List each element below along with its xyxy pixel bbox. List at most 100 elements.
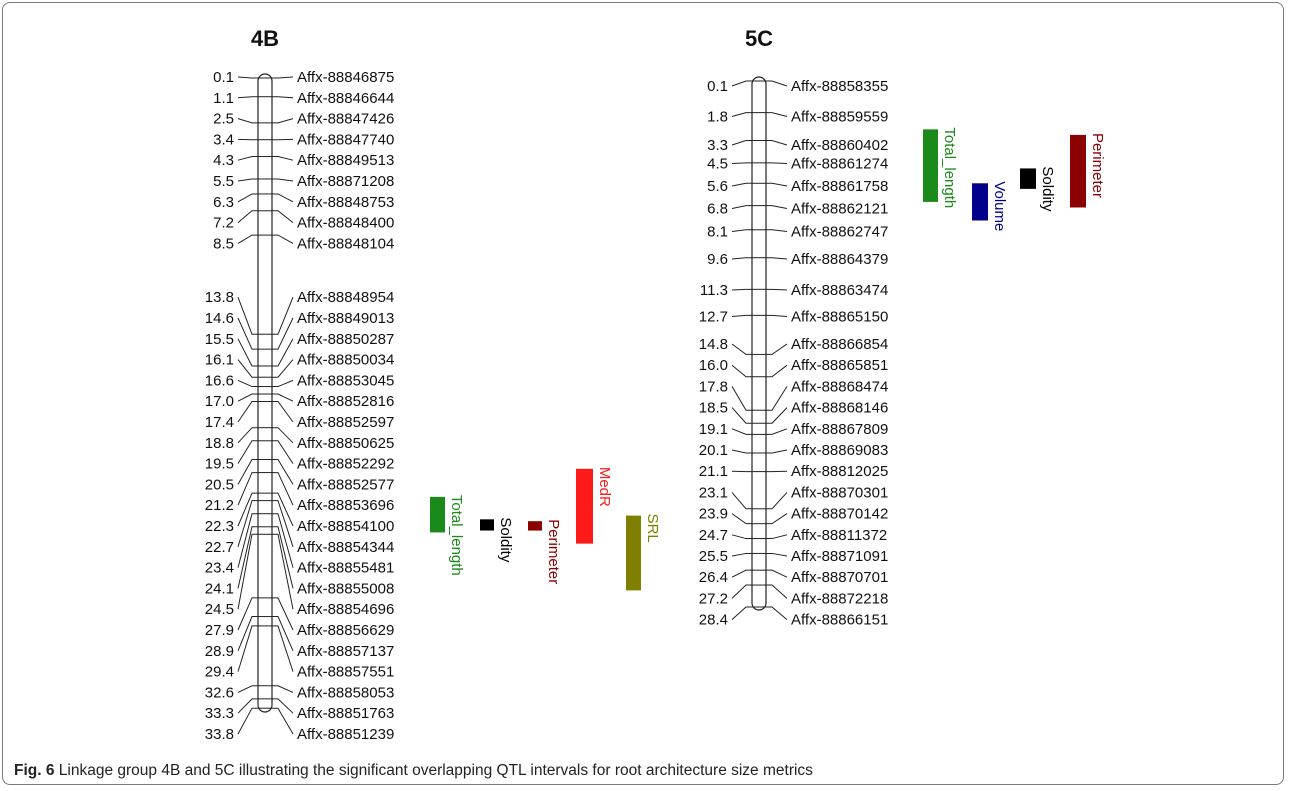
position-connector: [237, 234, 258, 244]
marker-name-label: Affx-88847426: [297, 111, 394, 128]
chromosome-bar: [257, 73, 273, 713]
marker-position-label: 4.5: [707, 156, 728, 173]
marker-position-label: 9.6: [707, 251, 728, 268]
marker-position-label: 22.7: [205, 539, 234, 556]
position-connector: [237, 359, 258, 378]
marker-name-label: Affx-88850625: [297, 435, 394, 452]
marker-position-label: 3.4: [213, 131, 234, 148]
marker-name-label: Affx-88812025: [791, 463, 888, 480]
marker-name-label: Affx-88854696: [297, 601, 394, 618]
position-connector: [731, 407, 752, 424]
position-connector: [237, 338, 258, 367]
position-connector: [237, 379, 258, 388]
qtl-label-volume: Volume: [991, 181, 1008, 231]
marker-name-label: Affx-88870301: [791, 484, 888, 501]
position-connector: [731, 513, 752, 525]
position-connector: [237, 178, 258, 182]
marker-position-label: 21.2: [205, 497, 234, 514]
marker-connector: [766, 606, 788, 620]
marker-position-label: 27.2: [699, 590, 728, 607]
marker-name-label: Affx-88852577: [297, 476, 394, 493]
position-connector: [731, 386, 752, 411]
marker-connector: [272, 533, 294, 610]
marker-connector: [272, 492, 294, 527]
marker-name-label: Affx-88848400: [297, 215, 394, 232]
marker-position-label: 14.8: [699, 336, 728, 353]
marker-name-label: Affx-88854344: [297, 539, 394, 556]
marker-position-label: 3.3: [707, 137, 728, 154]
marker-position-label: 13.8: [205, 289, 234, 306]
marker-position-label: 28.9: [205, 643, 234, 660]
marker-connector: [766, 343, 788, 355]
marker-position-label: 19.1: [699, 421, 728, 438]
marker-connector: [766, 386, 788, 411]
marker-position-label: 16.0: [699, 357, 728, 374]
marker-name-label: Affx-88865150: [791, 309, 888, 326]
position-connector: [237, 472, 258, 506]
caption-label: Fig. 6: [14, 762, 55, 779]
marker-name-label: Affx-88870701: [791, 569, 888, 586]
marker-position-label: 0.1: [213, 69, 234, 86]
marker-position-label: 0.1: [707, 78, 728, 95]
marker-position-label: 1.1: [213, 90, 234, 107]
marker-name-label: Affx-88857137: [297, 643, 394, 660]
qtl-label-srl: SRL: [644, 514, 661, 543]
marker-position-label: 27.9: [205, 622, 234, 639]
marker-position-label: 6.8: [707, 201, 728, 218]
marker-position-label: 8.5: [213, 235, 234, 252]
marker-connector: [272, 625, 294, 672]
marker-connector: [272, 440, 294, 464]
position-connector: [237, 597, 258, 631]
marker-position-label: 21.1: [699, 463, 728, 480]
position-connector: [237, 96, 258, 99]
marker-position-label: 23.9: [699, 506, 728, 523]
marker-connector: [272, 472, 294, 506]
marker-name-label: Affx-88865851: [791, 357, 888, 374]
position-connector: [237, 118, 258, 124]
marker-connector: [766, 428, 788, 435]
position-connector: [731, 288, 752, 291]
marker-position-label: 33.8: [205, 726, 234, 743]
marker-position-label: 6.3: [213, 194, 234, 211]
position-connector: [237, 76, 258, 79]
marker-name-label: Affx-88870142: [791, 506, 888, 523]
marker-position-label: 16.1: [205, 352, 234, 369]
marker-position-label: 24.1: [205, 580, 234, 597]
position-connector: [237, 393, 258, 402]
marker-connector: [272, 379, 294, 388]
linkage-map-diagram: 4B 0.1 Affx-88846875 1.1 Affx-88846644 2.5 Af…: [205, 26, 1106, 743]
marker-connector: [272, 526, 294, 589]
marker-name-label: Affx-88848954: [297, 289, 394, 306]
marker-position-label: 17.0: [205, 393, 234, 410]
position-connector: [237, 500, 258, 547]
marker-name-label: Affx-88871208: [297, 173, 394, 190]
marker-position-label: 14.6: [205, 310, 234, 327]
position-connector: [731, 343, 752, 355]
position-connector: [237, 156, 258, 161]
position-connector: [731, 205, 752, 209]
position-connector: [237, 685, 258, 693]
marker-position-label: 19.5: [205, 456, 234, 473]
position-connector: [237, 458, 258, 485]
marker-name-label: Affx-88858053: [297, 684, 394, 701]
marker-name-label: Affx-88848104: [297, 235, 394, 252]
position-connector: [237, 616, 258, 651]
marker-connector: [766, 569, 788, 578]
linkage-group-title: 4B: [251, 26, 279, 51]
marker-name-label: Affx-88856629: [297, 622, 394, 639]
figure-caption: Fig. 6 Linkage group 4B and 5C illustrat…: [14, 762, 813, 780]
marker-connector: [766, 257, 788, 260]
marker-connector: [766, 407, 788, 424]
marker-connector: [766, 492, 788, 510]
qtl-label-total-length: Total_length: [941, 127, 958, 208]
qtl-label-medr: MedR: [596, 467, 613, 507]
marker-position-label: 23.1: [699, 484, 728, 501]
position-connector: [237, 526, 258, 589]
marker-name-label: Affx-88867809: [791, 421, 888, 438]
position-connector: [731, 364, 752, 378]
marker-position-label: 4.3: [213, 152, 234, 169]
marker-connector: [766, 182, 788, 187]
position-connector: [237, 193, 258, 203]
qtl-bar-total-length: [923, 129, 938, 202]
marker-connector: [272, 685, 294, 693]
